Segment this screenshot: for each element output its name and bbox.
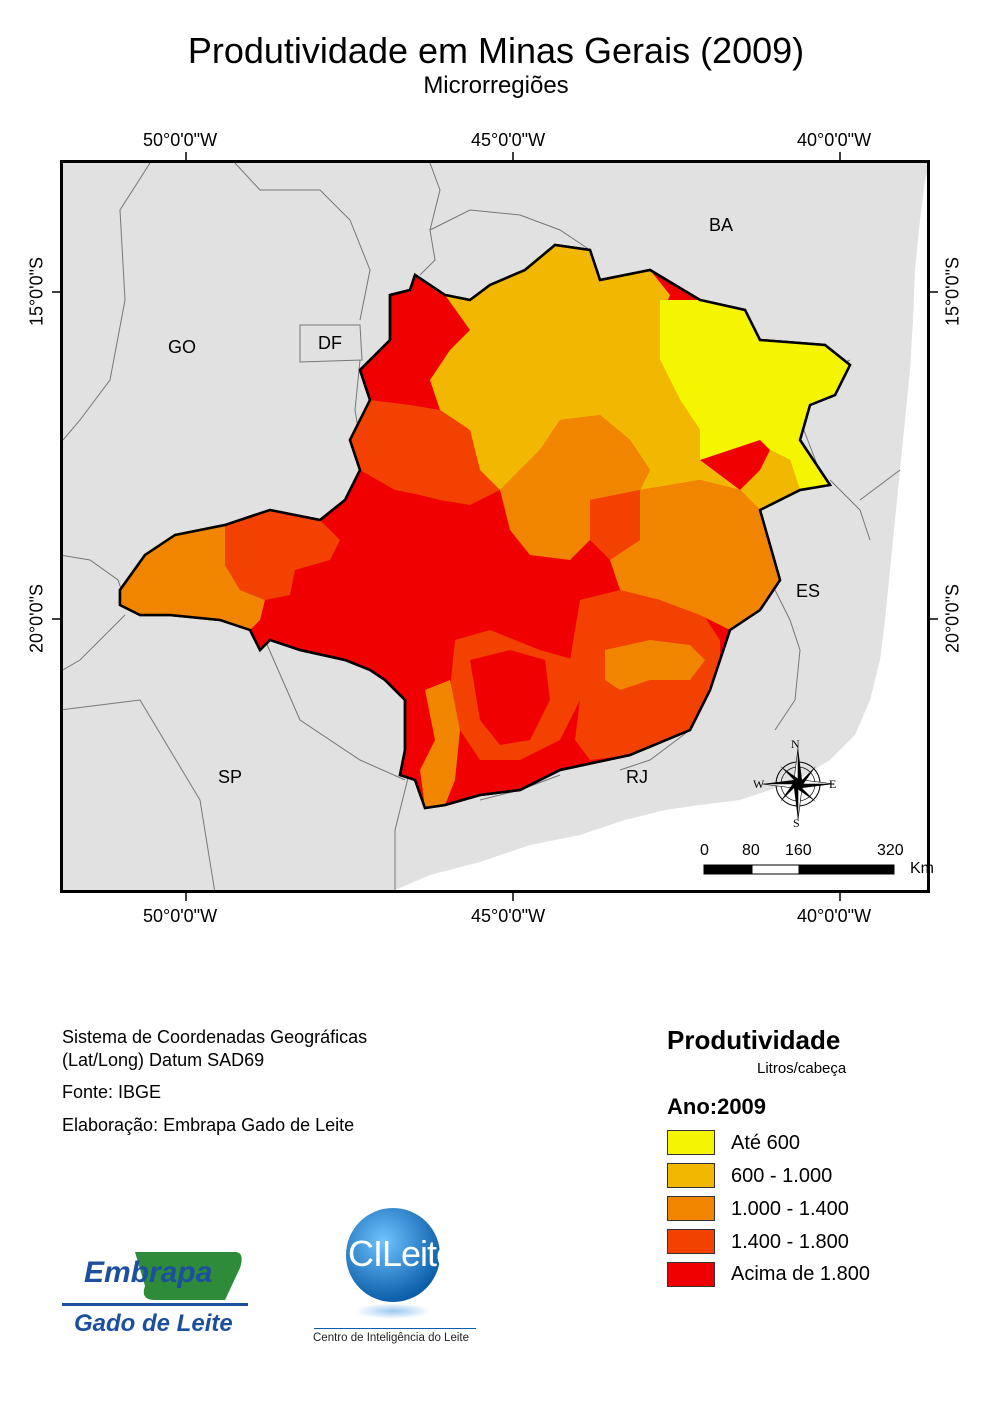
lon-label-bottom-50w: 50°0'0"W [143, 906, 218, 926]
region-south-red-patch [470, 650, 550, 745]
cileite-logo: CILeite Centro de Inteligência do Leite [310, 1203, 480, 1353]
legend-label-acima-1800: Acima de 1.800 [731, 1263, 870, 1285]
embrapa-unit: Gado de Leite [74, 1310, 233, 1337]
state-label-rj: RJ [626, 767, 648, 787]
compass-n-label: N [791, 737, 800, 751]
cileite-divider [314, 1328, 476, 1329]
embrapa-name: Embrapa [84, 1256, 213, 1289]
lon-label-bottom-40w: 40°0'0"W [797, 906, 872, 926]
scale-bar [703, 864, 895, 875]
legend-swatch-1000-1400 [667, 1196, 715, 1221]
map-subtitle: Microrregiões [423, 72, 569, 99]
legend-label-ate-600: Até 600 [731, 1132, 800, 1154]
state-boundaries [63, 163, 901, 890]
legend-label-1400-1800: 1.400 - 1.800 [731, 1231, 849, 1253]
sea-area [395, 173, 927, 890]
region-north-darkorange [350, 400, 500, 505]
embrapa-logo: Embrapa Gado de Leite [60, 1248, 250, 1348]
cileite-caption: Centro de Inteligência do Leite [313, 1332, 469, 1344]
legend-title: Produtividade [667, 1025, 841, 1055]
state-label-df: DF [318, 333, 342, 353]
region-east-orange [610, 480, 780, 630]
region-southwest-orange [420, 680, 460, 808]
state-label-sp: SP [218, 767, 243, 787]
embrapa-leaf-icon [135, 1252, 242, 1300]
embrapa-divider [62, 1303, 248, 1306]
map-title: Produtividade em Minas Gerais (2009) [187, 30, 805, 71]
region-jequitinhonha-yellow [660, 300, 850, 490]
state-label-es: ES [796, 581, 821, 601]
state-label-ba: BA [709, 215, 734, 235]
lon-label-top-45w: 45°0'0"W [471, 130, 546, 150]
compass-rose-icon [761, 747, 835, 821]
info-author: Elaboração: Embrapa Gado de Leite [62, 1115, 355, 1135]
map-canvas [63, 163, 927, 890]
info-datum: (Lat/Long) Datum SAD69 [62, 1050, 265, 1070]
info-source: Fonte: IBGE [62, 1082, 162, 1102]
scale-tick-80: 80 [742, 842, 760, 859]
legend-unit: Litros/cabeça [757, 1060, 847, 1077]
legend-label-1000-1400: 1.000 - 1.400 [731, 1198, 849, 1220]
state-label-go: GO [168, 337, 197, 357]
legend-swatch-acima-1800 [667, 1262, 715, 1287]
legend-swatch-ate-600 [667, 1130, 715, 1155]
legend-swatch-1400-1800 [667, 1229, 715, 1254]
compass-s-label: S [793, 816, 800, 830]
scale-unit: Km [910, 860, 934, 877]
cileite-name: CILeite [348, 1233, 456, 1274]
info-coordinate-system: Sistema de Coordenadas Geográficas [62, 1027, 368, 1047]
scale-tick-0: 0 [700, 842, 709, 859]
region-triangulo-orange [120, 525, 265, 630]
region-zonamata-orange [605, 640, 705, 690]
scale-tick-160: 160 [785, 842, 812, 859]
scale-tick-320: 320 [877, 842, 904, 859]
cileite-globe-icon [346, 1208, 440, 1319]
lon-label-top-40w: 40°0'0"W [797, 130, 872, 150]
legend-label-600-1000: 600 - 1.000 [731, 1165, 833, 1187]
region-center-darkorange [590, 490, 640, 560]
region-west-darkorange [225, 510, 340, 600]
lon-label-top-50w: 50°0'0"W [143, 130, 218, 150]
lon-label-bottom-45w: 45°0'0"W [471, 906, 546, 926]
legend-swatch-600-1000 [667, 1163, 715, 1188]
region-central-orange [500, 415, 650, 560]
mg-border [118, 243, 852, 810]
compass-e-label: E [829, 777, 837, 791]
compass-w-label: W [753, 777, 765, 791]
legend-year: Ano:2009 [667, 1094, 767, 1119]
region-northeast-gold [740, 450, 800, 510]
